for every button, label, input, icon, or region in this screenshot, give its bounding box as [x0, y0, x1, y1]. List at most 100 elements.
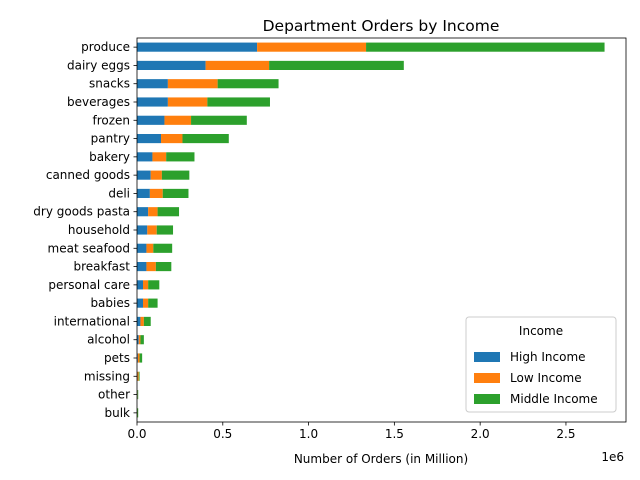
bar-dairy-eggs-low-income [205, 60, 270, 70]
bar-personal-care-high-income [137, 280, 144, 290]
bars-layer [137, 42, 605, 418]
y-tick-label-canned-goods: canned goods [46, 168, 130, 182]
bar-breakfast-high-income [137, 262, 147, 272]
y-tick-label-breakfast: breakfast [73, 260, 130, 274]
bar-meat-seafood-low-income [146, 243, 154, 253]
bar-international-high-income [137, 316, 141, 326]
legend-label-high-income: High Income [510, 350, 586, 364]
legend-title: Income [519, 324, 563, 338]
x-tick-label-0: 0.0 [127, 427, 146, 441]
bar-canned-goods-high-income [137, 170, 151, 180]
bar-bulk-middle-income [137, 408, 139, 418]
y-tick-label-snacks: snacks [89, 77, 130, 91]
x-tick-label-4: 2.0 [471, 427, 490, 441]
plot-frame [136, 37, 627, 423]
x-tick-label-1: 0.5 [213, 427, 232, 441]
y-tick-label-beverages: beverages [67, 95, 130, 109]
chart-title: Department Orders by Income [263, 17, 500, 35]
bar-pantry-middle-income [182, 134, 229, 144]
bar-pets-high-income [137, 353, 138, 363]
bar-breakfast-low-income [146, 262, 156, 272]
bar-deli-high-income [137, 188, 150, 198]
bar-international-middle-income [143, 316, 151, 326]
bar-personal-care-low-income [143, 280, 149, 290]
bar-meat-seafood-middle-income [153, 243, 173, 253]
bar-babies-middle-income [148, 298, 158, 308]
bar-produce-high-income [137, 42, 258, 52]
bar-produce-middle-income [366, 42, 605, 52]
bar-bakery-high-income [137, 152, 153, 162]
y-tick-label-pets: pets [104, 351, 130, 365]
bar-household-middle-income [156, 225, 174, 235]
bar-bakery-middle-income [166, 152, 195, 162]
bar-dry-goods-pasta-middle-income [157, 207, 180, 217]
y-tick-label-produce: produce [81, 40, 130, 54]
bar-dry-goods-pasta-low-income [148, 207, 158, 217]
legend-label-low-income: Low Income [510, 371, 582, 385]
bar-beverages-high-income [137, 97, 168, 107]
bar-personal-care-middle-income [148, 280, 160, 290]
legend-swatch-high-income [474, 352, 500, 362]
bar-pantry-high-income [137, 134, 162, 144]
y-tick-label-bakery: bakery [89, 150, 130, 164]
bar-missing-middle-income [138, 371, 140, 381]
bar-frozen-middle-income [191, 115, 247, 125]
bar-deli-middle-income [162, 188, 189, 198]
bar-pantry-low-income [161, 134, 183, 144]
bar-household-low-income [147, 225, 157, 235]
legend-label-middle-income: Middle Income [510, 392, 598, 406]
legend-swatch-middle-income [474, 394, 500, 404]
bar-frozen-high-income [137, 115, 165, 125]
y-tick-label-international: international [54, 314, 130, 328]
y-tick-label-babies: babies [90, 296, 130, 310]
legend-box [465, 316, 617, 413]
bar-dairy-eggs-middle-income [269, 60, 404, 70]
bar-household-high-income [137, 225, 148, 235]
bar-other-middle-income [137, 390, 139, 400]
bar-produce-low-income [257, 42, 367, 52]
bar-canned-goods-low-income [150, 170, 162, 180]
bar-dairy-eggs-high-income [137, 60, 206, 70]
y-tick-label-meat-seafood: meat seafood [48, 241, 130, 255]
bar-missing-low-income [137, 371, 139, 381]
y-tick-label-missing: missing [84, 369, 130, 383]
bar-deli-low-income [149, 188, 163, 198]
bar-frozen-low-income [164, 115, 192, 125]
y-tick-label-personal-care: personal care [48, 278, 130, 292]
legend-swatch-low-income [474, 373, 500, 383]
bar-bakery-low-income [152, 152, 167, 162]
y-tick-label-frozen: frozen [92, 113, 130, 127]
legend: Income High Income Low Income Middle Income [465, 316, 617, 413]
x-axis-offset-label: 1e6 [601, 450, 624, 464]
y-tick-label-dry-goods-pasta: dry goods pasta [33, 205, 130, 219]
y-tick-label-pantry: pantry [91, 132, 130, 146]
bar-dry-goods-pasta-high-income [137, 207, 149, 217]
bar-alcohol-high-income [137, 335, 139, 345]
bar-alcohol-middle-income [140, 335, 144, 345]
bar-beverages-middle-income [207, 97, 270, 107]
y-tick-label-other: other [98, 388, 130, 402]
x-axis-label: Number of Orders (in Million) [294, 452, 468, 466]
x-tick-label-2: 1.0 [299, 427, 318, 441]
bar-alcohol-low-income [138, 335, 141, 345]
y-tick-label-alcohol: alcohol [87, 333, 130, 347]
bar-meat-seafood-high-income [137, 243, 147, 253]
y-tick-label-deli: deli [108, 186, 130, 200]
bar-snacks-low-income [167, 79, 218, 89]
y-axis: produce dairy eggs snacks beverages frozen pa… [33, 40, 137, 420]
bar-international-low-income [140, 316, 144, 326]
bar-snacks-high-income [137, 79, 168, 89]
bar-snacks-middle-income [217, 79, 279, 89]
bar-pets-middle-income [139, 353, 143, 363]
y-tick-label-household: household [68, 223, 130, 237]
bar-pets-low-income [137, 353, 140, 363]
x-tick-label-5: 2.5 [556, 427, 575, 441]
bar-beverages-low-income [167, 97, 208, 107]
x-tick-label-3: 1.5 [385, 427, 404, 441]
bar-breakfast-middle-income [155, 262, 172, 272]
y-tick-label-dairy-eggs: dairy eggs [67, 58, 130, 72]
bar-babies-high-income [137, 298, 144, 308]
bar-canned-goods-middle-income [161, 170, 190, 180]
